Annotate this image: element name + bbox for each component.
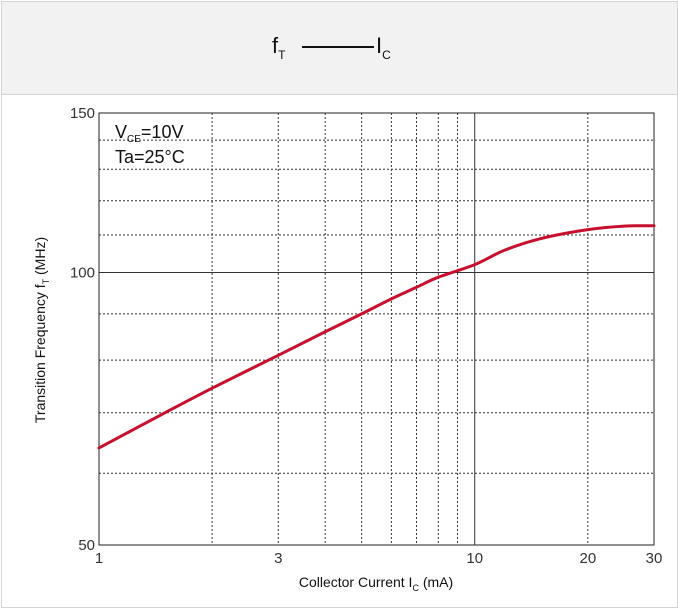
- y-label-main: Transition Frequency f: [32, 284, 48, 423]
- svg-text:Collector Current IC (mA): Collector Current IC (mA): [299, 574, 453, 593]
- annotation-vce-sub: CE: [127, 134, 141, 145]
- chart-title: fT IC: [272, 33, 391, 62]
- y-tick-label-100: 100: [70, 264, 95, 281]
- title-x-sub: C: [382, 48, 391, 62]
- series-line-0: [97, 224, 656, 450]
- x-tick-label-20: 20: [579, 550, 596, 567]
- svg-text:VCE=10V: VCE=10V: [115, 122, 183, 145]
- x-label-unit: (mA): [419, 574, 453, 590]
- y-label-sub: T: [41, 278, 51, 284]
- plot-border: [98, 112, 655, 546]
- x-tick-label-3: 3: [274, 550, 282, 567]
- tick-labels: 1 3 10 20 30 50 100 150: [70, 105, 662, 567]
- x-tick-label-30: 30: [646, 550, 663, 567]
- svg-text:Transition Frequency fT (MHz): Transition Frequency fT (MHz): [32, 237, 51, 423]
- y-axis-label: Transition Frequency fT (MHz): [32, 237, 51, 423]
- condition-annotation: VCE=10V Ta=25°C: [115, 122, 185, 167]
- svg-text:IC: IC: [376, 33, 391, 62]
- annotation-vce-value: =10V: [141, 122, 184, 142]
- x-tick-label-10: 10: [466, 550, 483, 567]
- title-x: I: [376, 33, 382, 58]
- x-label-sub: C: [412, 583, 419, 593]
- y-tick-label-50: 50: [78, 537, 95, 554]
- x-tick-label-1: 1: [95, 550, 103, 567]
- annotation-vce: V: [115, 122, 127, 142]
- chart-header: [2, 2, 677, 95]
- grid: [99, 113, 654, 545]
- axes: [98, 112, 655, 546]
- y-label-unit: (MHz): [32, 237, 48, 279]
- title-main-sub: T: [278, 48, 286, 62]
- x-label-main: Collector Current I: [299, 574, 413, 590]
- curve-layer: [97, 224, 656, 450]
- x-axis-label: Collector Current IC (mA): [299, 574, 453, 593]
- y-tick-label-150: 150: [70, 105, 95, 122]
- svg-text:fT: fT: [272, 33, 286, 62]
- annotation-ta: Ta=25°C: [115, 147, 185, 167]
- title-main: f: [272, 33, 279, 58]
